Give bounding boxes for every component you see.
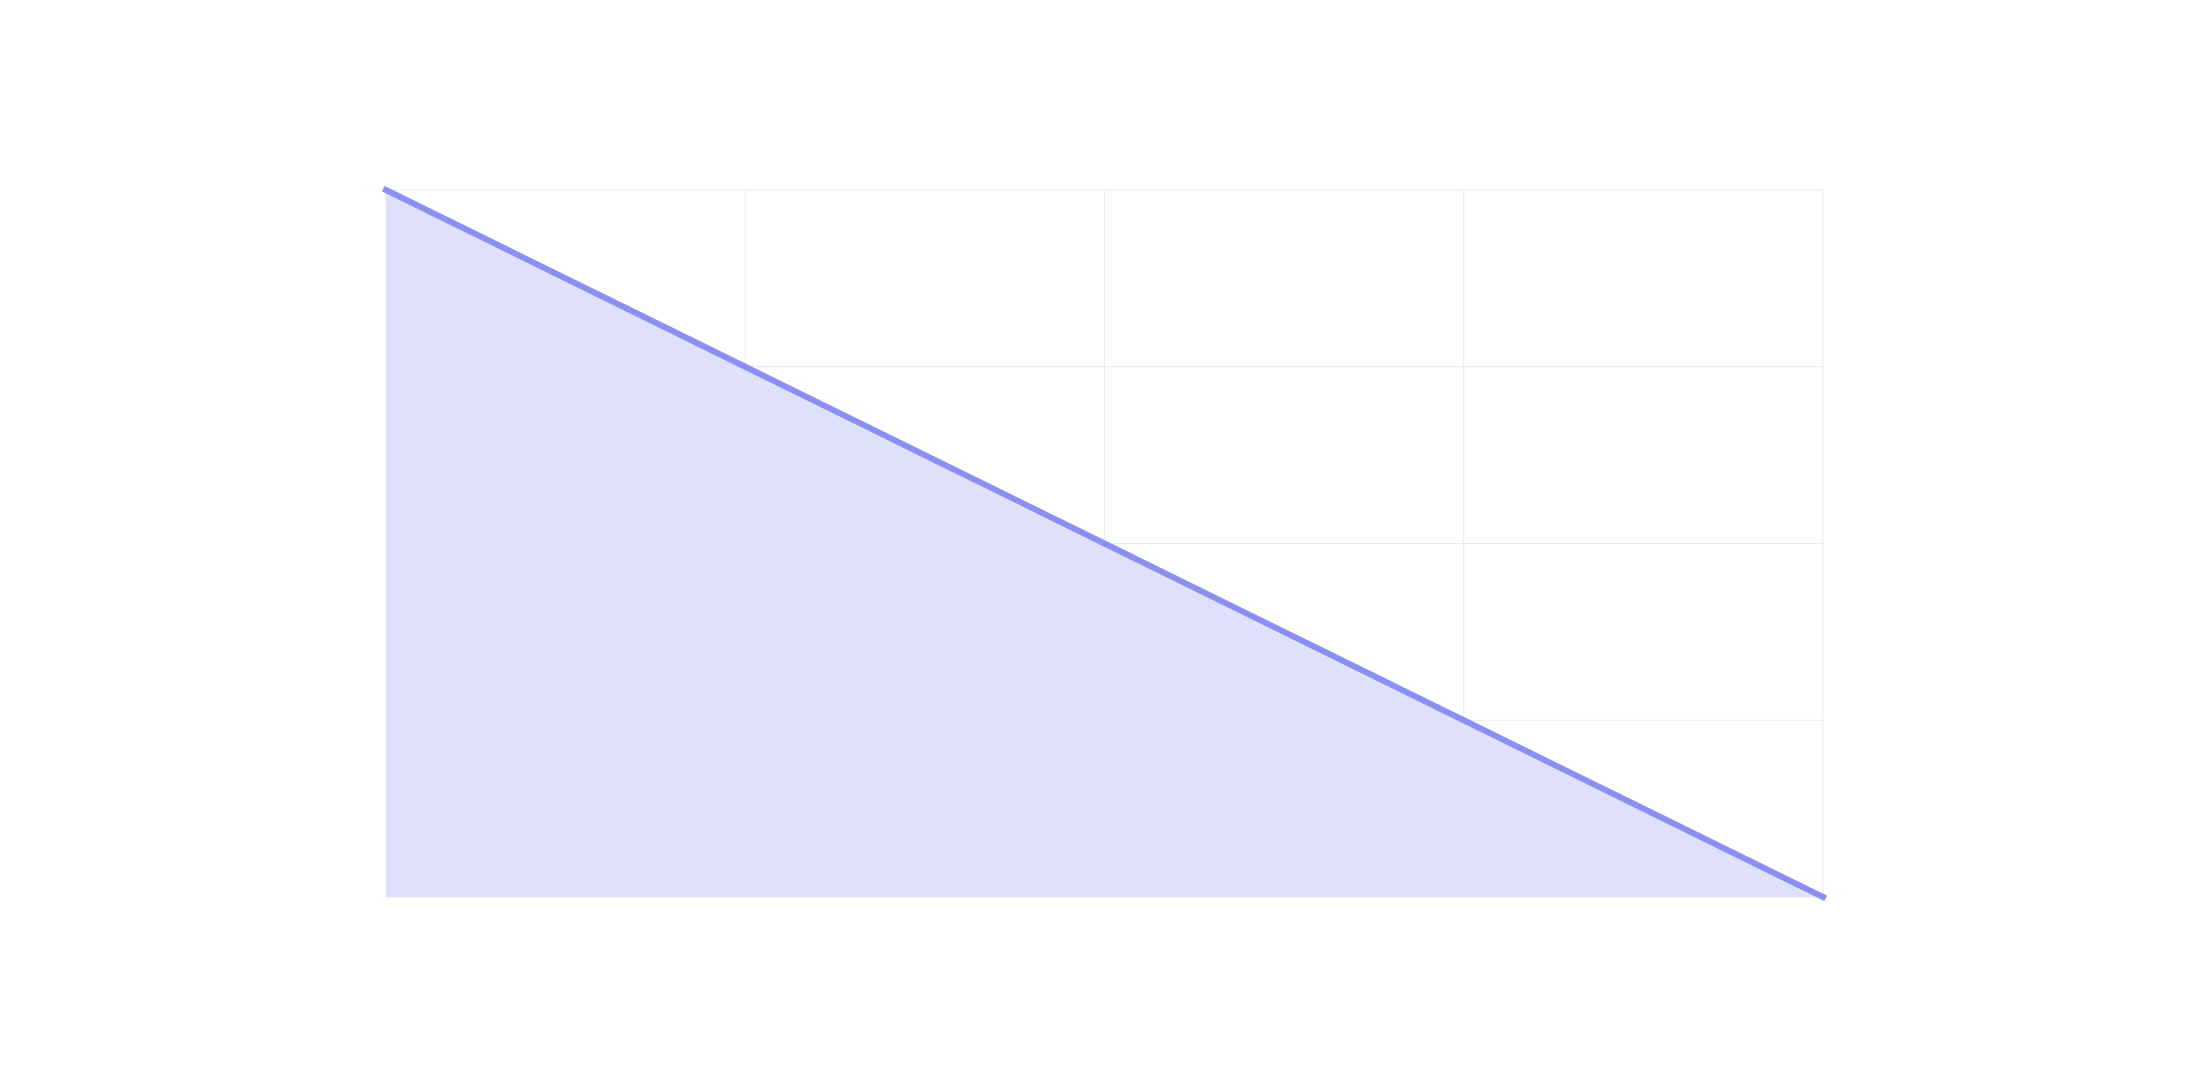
data-point [742,363,749,370]
data-point [383,187,389,193]
line-layer [381,185,1828,902]
data-point [1460,717,1467,724]
data-point [1820,894,1826,900]
data-point [1101,540,1108,547]
